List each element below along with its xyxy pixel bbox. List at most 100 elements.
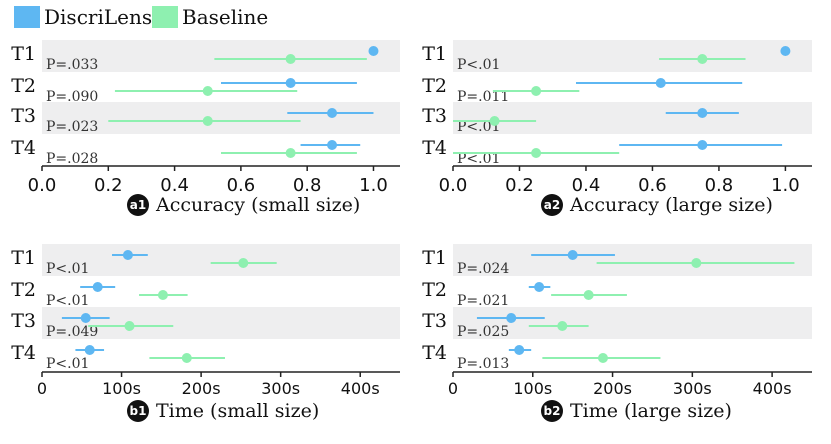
x-tick-label-a1-4: 0.8 [293,175,322,196]
mean-point-discrilens-b2-T4 [514,345,525,355]
mean-point-discrilens-b1-T3 [80,313,91,323]
p-value-b2-T1: P=.024 [457,261,509,277]
mean-point-discrilens-a2-T3 [697,108,708,118]
p-value-a2-T1: P<.01 [457,57,500,73]
x-tick-label-b2-0: 0 [448,379,458,398]
legend-label-discrilens: DiscriLens [44,5,153,29]
legend-label-baseline: Baseline [182,5,269,29]
badge-label-a1: a1 [130,198,146,212]
x-tick-label-b1-2: 200s [182,379,221,398]
row-band-a2-T1 [453,40,812,72]
mean-point-baseline-a1-T3 [202,116,213,126]
p-value-a2-T2: P=.011 [457,89,509,105]
task-label-a2-T1: T1 [422,43,447,65]
p-value-a1-T2: P=.090 [46,89,98,105]
p-value-a2-T3: P<.01 [457,119,500,135]
task-label-b2-T3: T3 [422,310,447,332]
chart-b2: T1 P=.024 T2 P=.021 T3 P=.025 T4 P=.013 0 100s 200… [422,244,812,422]
mean-point-baseline-b2-T4 [597,353,608,363]
task-label-a2-T3: T3 [422,105,447,127]
mean-point-baseline-a2-T2 [531,86,542,96]
x-tick-label-b2-1: 100s [513,379,552,398]
task-label-b2-T4: T4 [422,342,447,364]
x-tick-label-a1-1: 0.2 [94,175,123,196]
badge-circle-a2 [541,194,563,216]
badge-label-b2: b2 [544,404,561,418]
x-tick-label-a2-5: 1.0 [771,175,800,196]
p-value-b2-T2: P=.021 [457,293,509,309]
mean-point-baseline-b1-T1 [238,258,249,268]
mean-point-discrilens-b1-T2 [92,282,103,292]
mean-point-discrilens-b2-T1 [567,250,578,260]
x-tick-label-b2-3: 300s [673,379,712,398]
mean-point-discrilens-a2-T1 [780,46,791,56]
badge-circle-b2 [541,400,563,422]
mean-point-baseline-a2-T1 [697,54,708,64]
mean-point-baseline-a2-T3 [489,116,500,126]
row-band-b2-T3 [453,307,812,339]
x-tick-label-a1-0: 0.0 [28,175,57,196]
x-tick-label-b1-3: 300s [261,379,300,398]
row-band-b1-T1 [42,244,400,276]
badge-circle-b1 [127,400,149,422]
mean-point-baseline-a1-T4 [285,148,296,158]
x-tick-label-a2-4: 0.8 [705,175,734,196]
task-label-a1-T2: T2 [11,75,36,97]
x-tick-label-a1-5: 1.0 [359,175,388,196]
p-value-a2-T4: P<.01 [457,151,500,167]
mean-point-discrilens-a1-T1 [368,46,379,56]
mean-point-baseline-b1-T4 [181,353,192,363]
task-label-a1-T1: T1 [11,43,36,65]
x-tick-label-b1-1: 100s [102,379,141,398]
badge-label-a2: a2 [544,198,560,212]
mean-point-discrilens-a2-T4 [697,140,708,150]
mean-point-discrilens-a1-T3 [327,108,338,118]
mean-point-baseline-b2-T1 [691,258,702,268]
x-tick-label-b2-2: 200s [593,379,632,398]
chart-title-b1: Time (small size) [156,400,319,422]
p-value-a1-T1: P=.033 [46,57,98,73]
mean-point-discrilens-a2-T2 [655,78,666,88]
mean-point-discrilens-a1-T4 [327,140,338,150]
mean-point-discrilens-b1-T4 [84,345,95,355]
p-value-b1-T2: P<.01 [46,293,89,309]
x-tick-label-a2-3: 0.6 [638,175,667,196]
x-tick-label-a1-2: 0.4 [160,175,189,196]
p-value-b2-T4: P=.013 [457,356,509,372]
task-label-b2-T1: T1 [422,247,447,269]
chart-title-a1: Accuracy (small size) [155,194,360,216]
mean-point-baseline-b1-T3 [124,321,135,331]
badge-label-b1: b1 [130,404,147,418]
legend-discrilens: DiscriLens [14,4,152,30]
mean-point-discrilens-b1-T1 [122,250,133,260]
p-value-b1-T4: P<.01 [46,356,89,372]
x-tick-label-b2-4: 400s [753,379,792,398]
p-value-a1-T4: P=.028 [46,151,98,167]
mean-point-discrilens-a1-T2 [285,78,296,88]
mean-point-baseline-b2-T2 [583,290,594,300]
x-tick-label-a2-2: 0.4 [572,175,601,196]
chart-title-b2: Time (large size) [570,400,732,422]
badge-circle-a1 [127,194,149,216]
x-tick-label-a2-1: 0.2 [505,175,534,196]
row-band-a1-T3 [42,102,400,134]
legend-swatch-baseline [152,6,178,28]
p-value-b1-T3: P=.049 [46,324,98,340]
task-label-b1-T1: T1 [11,247,36,269]
row-band-a1-T1 [42,40,400,72]
task-label-b1-T4: T4 [11,342,36,364]
mean-point-baseline-a1-T1 [285,54,296,64]
legend-swatch-discrilens [14,6,40,28]
task-label-a2-T4: T4 [422,137,447,159]
mean-point-baseline-a2-T4 [531,148,542,158]
p-value-a1-T3: P=.023 [46,119,98,135]
task-label-a1-T4: T4 [11,137,36,159]
chart-a1: T1 P=.033 T2 P=.090 T3 P=.023 T4 P=.028 0.0 0.2 0.… [11,40,400,216]
task-label-a1-T3: T3 [11,105,36,127]
row-band-b2-T1 [453,244,812,276]
task-label-b1-T2: T2 [11,279,36,301]
task-label-b2-T2: T2 [422,279,447,301]
legend-baseline: Baseline [152,4,268,30]
